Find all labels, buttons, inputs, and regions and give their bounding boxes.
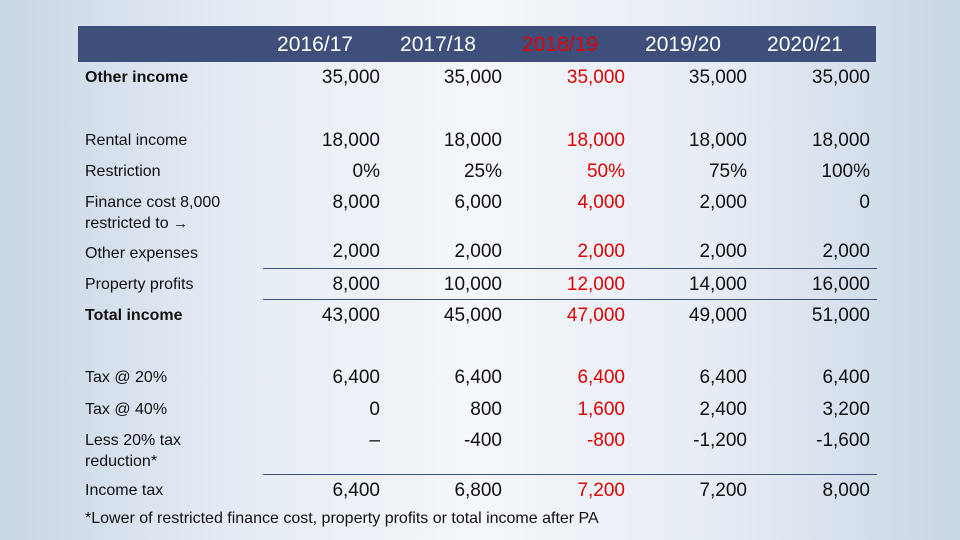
table-cell: 6,400: [332, 480, 380, 501]
rule-before-total-income: [263, 299, 877, 300]
table-cell: 2,000: [577, 241, 625, 262]
table-cell: 2,000: [332, 241, 380, 262]
year-header-2016-17: 2016/17: [277, 33, 353, 56]
label-property-profits: Property profits: [85, 276, 194, 293]
table-cell: 47,000: [566, 305, 625, 326]
footnote: *Lower of restricted finance cost, prope…: [85, 510, 599, 527]
label-tax-reduction-line1: Less 20% tax: [85, 432, 182, 449]
table-cell: –: [369, 430, 380, 451]
year-header-2018-19: 2018/19: [522, 33, 598, 56]
table-cell: 8,000: [822, 480, 870, 501]
label-tax-20: Tax @ 20%: [85, 369, 168, 386]
table-cell: 35,000: [688, 67, 747, 88]
table-cell: 18,000: [321, 130, 380, 151]
table-cell: 100%: [821, 161, 870, 182]
table-cell: 4,000: [577, 192, 625, 213]
rule-before-income-tax: [263, 474, 877, 475]
table-cell: 6,400: [332, 367, 380, 388]
year-header-2017-18: 2017/18: [400, 33, 476, 56]
table-cell: 0: [859, 192, 870, 213]
label-other-expenses: Other expenses: [85, 245, 198, 262]
table-cell: 6,400: [699, 367, 747, 388]
table-cell: 6,000: [454, 192, 502, 213]
table-cell: 6,400: [454, 367, 502, 388]
rule-before-property-profits: [263, 268, 877, 269]
table-cell: 25%: [463, 161, 502, 182]
table-cell: 8,000: [332, 274, 380, 295]
table-cell: 43,000: [321, 305, 380, 326]
table-cell: 35,000: [811, 67, 870, 88]
table-cell: -800: [586, 430, 625, 451]
table-cell: 0%: [352, 161, 380, 182]
label-tax-reduction: Less 20% tax reduction*: [85, 430, 181, 472]
label-other-income: Other income: [85, 69, 189, 86]
table-cell: 35,000: [443, 67, 502, 88]
label-income-tax: Income tax: [85, 482, 164, 499]
arrow-right-icon: →: [173, 215, 189, 232]
table-cell: 3,200: [822, 399, 870, 420]
table-cell: 6,400: [822, 367, 870, 388]
table-cell: 2,000: [454, 241, 502, 262]
label-tax-reduction-line2: reduction*: [85, 453, 158, 470]
table-cell: 2,000: [822, 241, 870, 262]
table-cell: -400: [463, 430, 502, 451]
table-cell: 51,000: [811, 305, 870, 326]
label-finance-cost-line1: Finance cost 8,000: [85, 194, 221, 211]
table-cell: 16,000: [811, 274, 870, 295]
table-cell: 35,000: [566, 67, 625, 88]
table-cell: 7,200: [577, 480, 625, 501]
table-cell: 35,000: [321, 67, 380, 88]
table-cell: 18,000: [688, 130, 747, 151]
table-cell: -1,600: [816, 430, 870, 451]
table-cell: 2,400: [699, 399, 747, 420]
table-cell: 50%: [586, 161, 625, 182]
year-header-2019-20: 2019/20: [645, 33, 721, 56]
table-cell: 18,000: [811, 130, 870, 151]
label-tax-40: Tax @ 40%: [85, 401, 168, 418]
table-cell: 49,000: [688, 305, 747, 326]
table-cell: 45,000: [443, 305, 502, 326]
table-cell: 2,000: [699, 241, 747, 262]
table-cell: 6,400: [577, 367, 625, 388]
year-header-2020-21: 2020/21: [767, 33, 843, 56]
table-cell: 10,000: [443, 274, 502, 295]
table-cell: 1,600: [577, 399, 625, 420]
table-cell: 75%: [708, 161, 747, 182]
table-cell: 8,000: [332, 192, 380, 213]
table-cell: 7,200: [699, 480, 747, 501]
label-restriction: Restriction: [85, 163, 161, 180]
table-cell: 6,800: [454, 480, 502, 501]
label-rental-income: Rental income: [85, 132, 188, 149]
table-cell: 18,000: [443, 130, 502, 151]
label-total-income: Total income: [85, 307, 183, 324]
table-cell: 2,000: [699, 192, 747, 213]
table-cell: -1,200: [693, 430, 747, 451]
label-finance-cost-line2: restricted to: [85, 215, 169, 232]
table-cell: 14,000: [688, 274, 747, 295]
table-cell: 18,000: [566, 130, 625, 151]
table-cell: 800: [470, 399, 502, 420]
label-finance-cost: Finance cost 8,000 restricted to →: [85, 192, 220, 234]
table-cell: 0: [369, 399, 380, 420]
table-header-bar: [78, 26, 876, 62]
table-cell: 12,000: [566, 274, 625, 295]
